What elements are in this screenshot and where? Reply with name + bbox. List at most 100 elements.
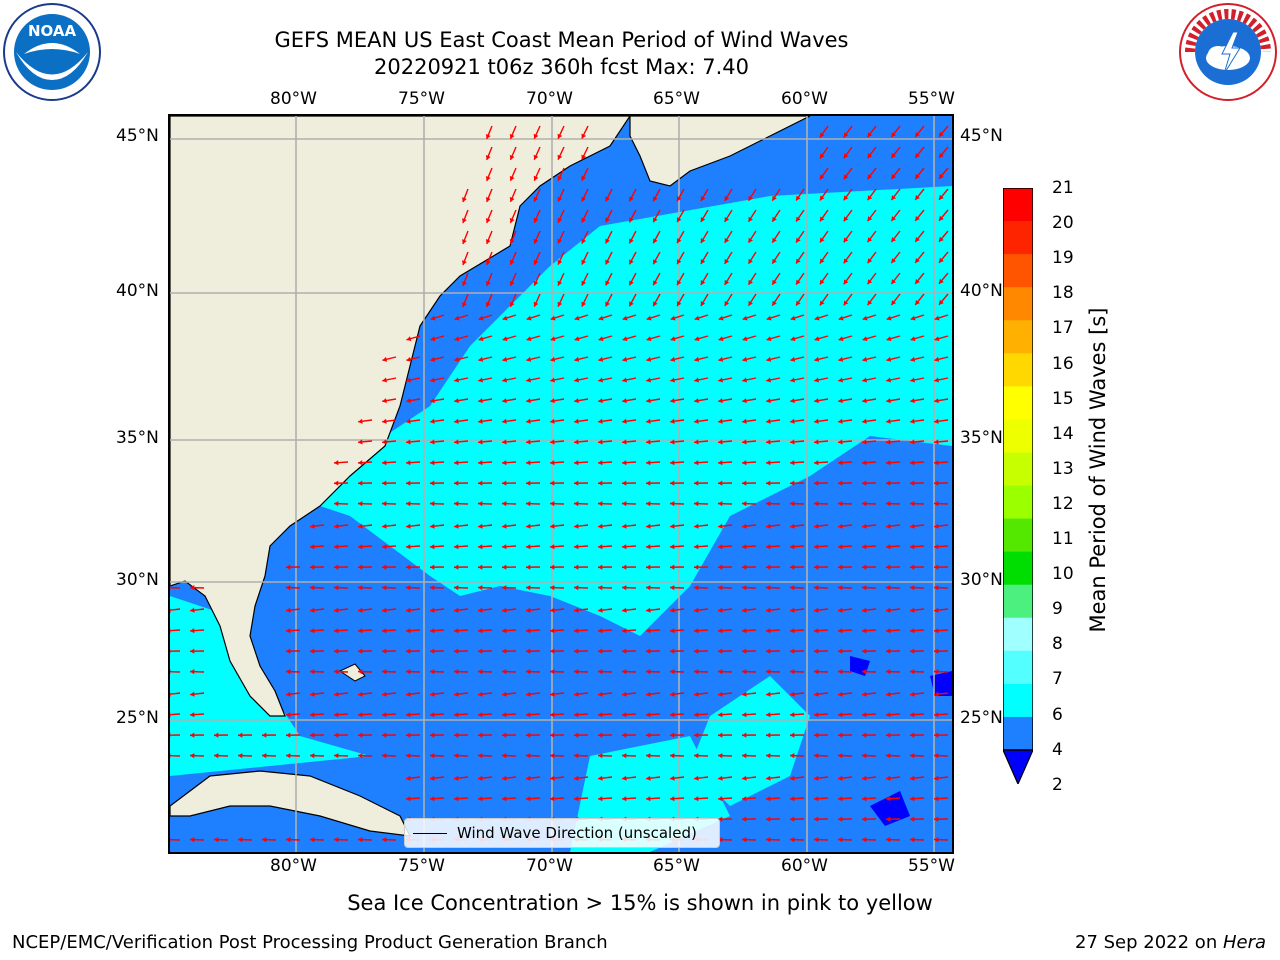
wave-arrow-head (862, 544, 867, 550)
wave-arrow-head (742, 439, 747, 445)
wave-arrow-head (478, 564, 483, 570)
wave-arrow-head (862, 691, 867, 697)
wave-arrow-head (574, 775, 579, 781)
wave-arrow-head (867, 132, 873, 138)
wave-arrow-head (334, 648, 339, 654)
wave-arrow-head (502, 585, 507, 591)
wave-arrow-head (382, 732, 387, 738)
noaa-logo: NOAA (3, 3, 101, 101)
wave-arrow-head (478, 315, 484, 321)
wave-arrow-head (862, 712, 867, 718)
wave-arrow-head (694, 564, 699, 570)
wave-arrow-head (509, 301, 515, 307)
wave-arrow-head (670, 669, 675, 675)
wave-arrow-head (790, 628, 795, 634)
wave-arrow-head (670, 796, 675, 802)
wave-arrow-head (910, 837, 915, 843)
wave-arrow-head (886, 480, 891, 486)
wave-arrow-head (790, 607, 795, 613)
wave-arrow-head (915, 173, 920, 179)
wave-arrow-head (670, 544, 675, 550)
wave-arrow-head (646, 315, 652, 321)
wave-arrow-head (334, 732, 339, 738)
wave-arrow-head (533, 196, 539, 202)
wave-arrow-head (550, 796, 555, 802)
wave-arrow-head (915, 215, 920, 221)
wave-arrow-head (502, 564, 507, 570)
wave-arrow-head (526, 544, 531, 550)
wave-arrow-head (574, 398, 579, 404)
wave-arrow-head (934, 377, 940, 383)
wave-arrow-head (910, 377, 916, 383)
wave-arrow-head (382, 712, 387, 718)
wave-arrow-head (670, 753, 675, 759)
wave-arrow-head (605, 280, 610, 286)
wave-arrow-head (454, 439, 459, 445)
wave-arrow-head (790, 712, 795, 718)
wave-arrow-head (550, 775, 555, 781)
wave-arrow-head (646, 377, 652, 383)
noaa-logo-text: NOAA (28, 22, 77, 40)
wave-arrow-head (406, 732, 411, 738)
wave-arrow-head (430, 691, 435, 697)
wave-arrow-head (718, 439, 723, 445)
wave-arrow-head (454, 753, 459, 759)
wave-arrow-head (358, 585, 363, 591)
wave-arrow-head (886, 628, 891, 634)
wave-arrow-head (310, 544, 315, 550)
wave-arrow (170, 692, 181, 695)
wave-arrow-head (478, 712, 483, 718)
wave-arrow-head (814, 315, 820, 321)
wave-arrow-head (358, 648, 363, 654)
colorbar-tick-label: 15 (1052, 388, 1074, 409)
wave-arrow-head (819, 300, 825, 306)
wave-arrow-head (790, 501, 795, 507)
wave-arrow-head (557, 133, 563, 139)
wave-arrow-head (406, 544, 411, 550)
wave-arrow-head (766, 439, 771, 445)
wave-arrow-head (796, 279, 801, 285)
wave-arrow-head (358, 712, 363, 718)
land-canada (629, 116, 811, 187)
wave-arrow-head (430, 796, 435, 802)
wave-arrow-head (646, 501, 651, 507)
wave-arrow-head (934, 628, 939, 634)
wave-arrow-head (838, 315, 844, 321)
wave-arrow-head (814, 628, 819, 634)
wave-arrow-head (838, 607, 843, 613)
wave-arrow-head (653, 196, 658, 202)
wave-arrow-head (790, 732, 795, 738)
lon-label-bottom: 65°W (653, 856, 700, 876)
wave-arrow-head (550, 501, 555, 507)
wave-arrow-head (718, 523, 723, 529)
lon-label-bottom: 80°W (270, 856, 317, 876)
wave-arrow-head (462, 218, 467, 224)
wave-band-4-6 (690, 676, 810, 806)
wave-arrow-head (430, 398, 435, 404)
colorbar-cell (1003, 386, 1033, 420)
wave-arrow-head (843, 153, 849, 159)
wave-arrow-head (533, 133, 539, 139)
wave-arrow-head (310, 523, 315, 529)
wave-arrow-head (382, 377, 388, 383)
wave-arrow-head (526, 775, 531, 781)
wave-arrow-head (622, 585, 627, 591)
wave-arrow-head (862, 796, 867, 802)
wave-arrow (170, 608, 181, 611)
wave-arrow-head (867, 279, 873, 285)
wave-arrow-head (598, 753, 603, 759)
wave-arrow-head (718, 732, 723, 738)
wave-arrow-head (910, 732, 915, 738)
wave-arrow-head (939, 173, 944, 179)
wave-arrow-head (742, 648, 747, 654)
wave-arrow-head (838, 564, 843, 570)
wave-arrow-head (670, 501, 675, 507)
wave-arrow-head (814, 439, 819, 445)
wave-arrow-head (694, 775, 699, 781)
wave-arrow-head (454, 480, 459, 486)
wave-arrow-head (550, 439, 555, 445)
colorbar-cell (1003, 320, 1033, 354)
wave-arrow-head (485, 239, 491, 244)
wave-arrow-head (939, 278, 944, 284)
wave-arrow-head (502, 796, 507, 802)
